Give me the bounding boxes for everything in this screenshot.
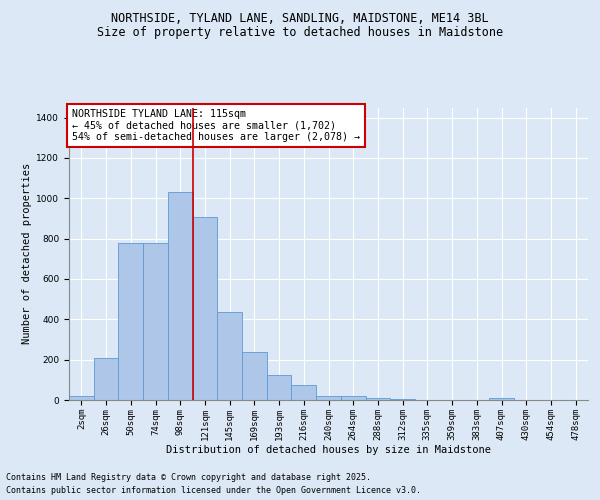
Bar [242,352,267,400]
Bar [390,399,415,400]
Text: Size of property relative to detached houses in Maidstone: Size of property relative to detached ho… [97,26,503,39]
Text: NORTHSIDE TYLAND LANE: 115sqm
← 45% of detached houses are smaller (1,702)
54% o: NORTHSIDE TYLAND LANE: 115sqm ← 45% of d… [71,109,359,142]
Bar [69,396,94,400]
Bar [489,398,514,400]
Bar [143,242,168,400]
Bar [341,396,365,400]
Bar [118,242,143,400]
Bar [94,358,118,400]
X-axis label: Distribution of detached houses by size in Maidstone: Distribution of detached houses by size … [166,446,491,456]
Bar [365,398,390,400]
Text: Contains public sector information licensed under the Open Government Licence v3: Contains public sector information licen… [6,486,421,495]
Bar [316,396,341,400]
Bar [168,192,193,400]
Bar [267,375,292,400]
Bar [193,218,217,400]
Bar [217,312,242,400]
Y-axis label: Number of detached properties: Number of detached properties [22,163,32,344]
Bar [292,385,316,400]
Text: NORTHSIDE, TYLAND LANE, SANDLING, MAIDSTONE, ME14 3BL: NORTHSIDE, TYLAND LANE, SANDLING, MAIDST… [111,12,489,26]
Text: Contains HM Land Registry data © Crown copyright and database right 2025.: Contains HM Land Registry data © Crown c… [6,472,371,482]
